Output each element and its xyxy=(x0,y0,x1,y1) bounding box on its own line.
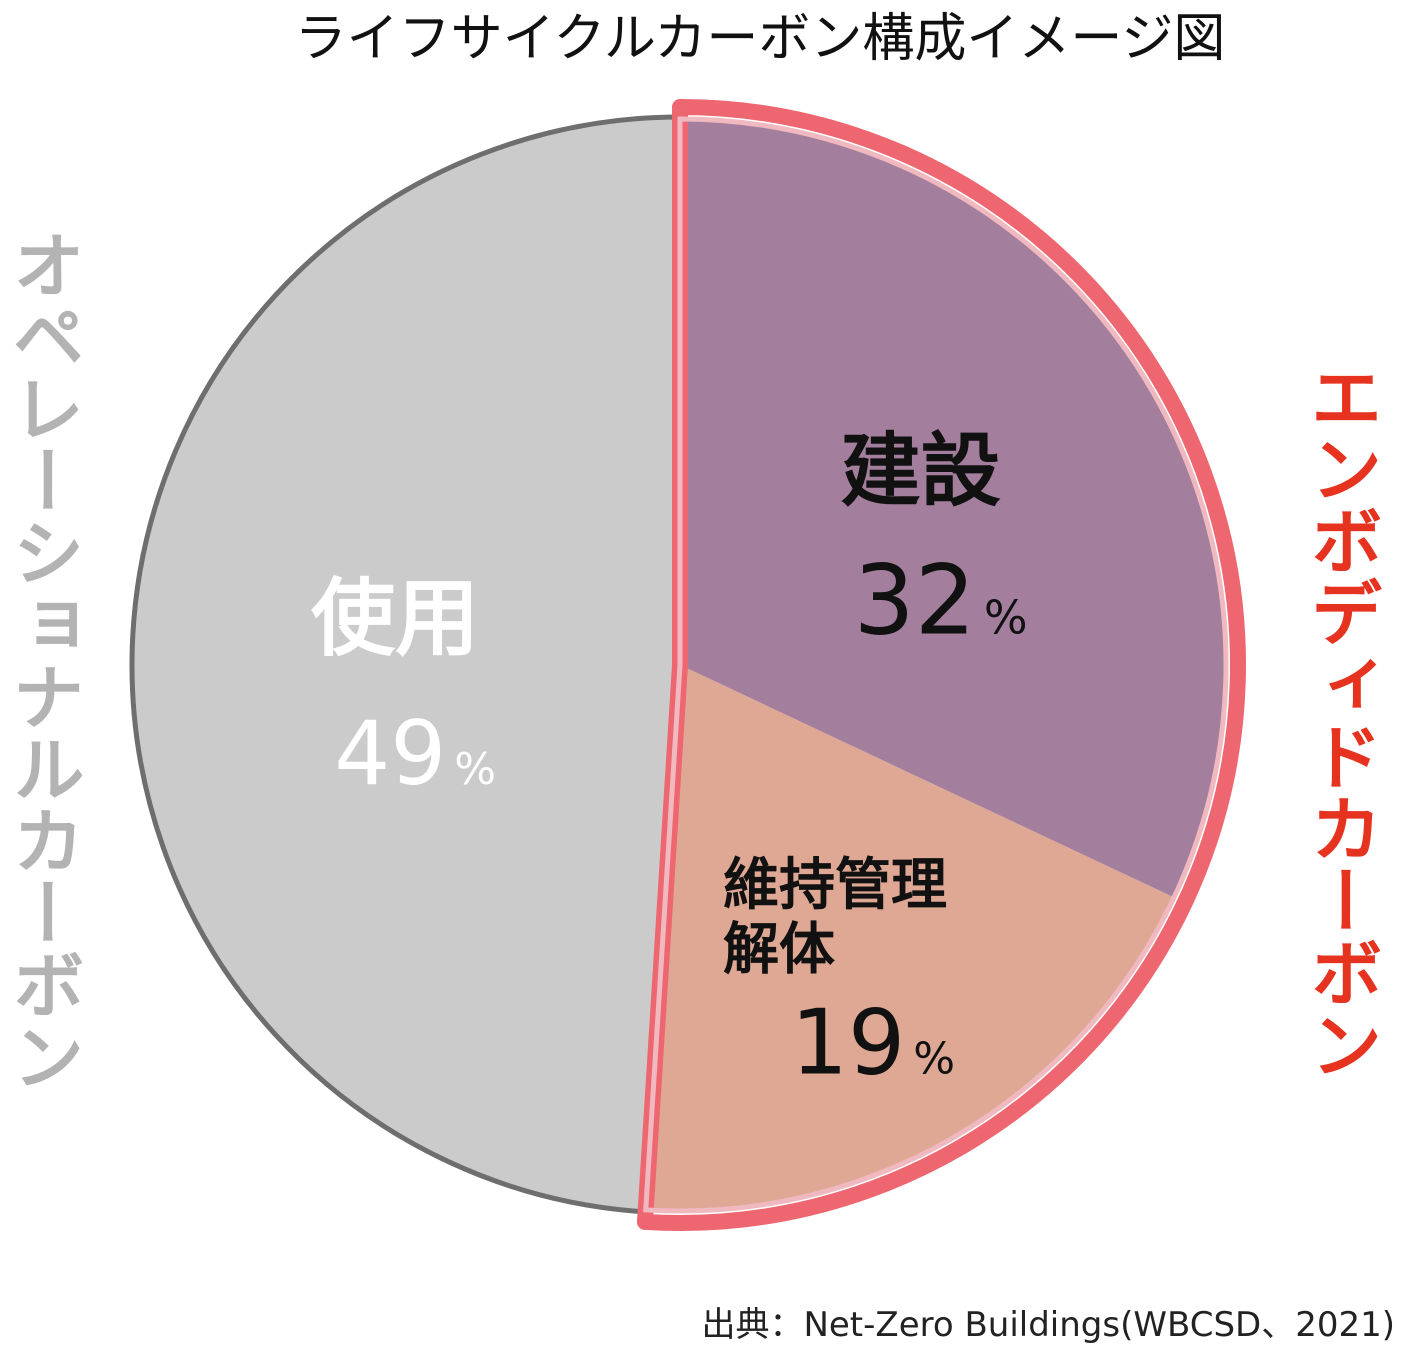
operational-carbon-label: オペレーショナルカーボン xyxy=(0,228,84,1092)
embodied-carbon-outline xyxy=(636,99,1246,1231)
slice-value-unit-maintenance: % xyxy=(913,1033,955,1084)
slice-value-number-use: 49 xyxy=(334,702,446,805)
slice-label-use: 使用 xyxy=(311,570,479,668)
slice-label-construction: 建設 xyxy=(841,424,1001,517)
pie-slice-maintenance xyxy=(645,665,1176,1213)
slice-label-maintenance-1: 維持管理 xyxy=(723,853,947,918)
slice-value-use: 49% xyxy=(334,702,496,805)
pie-slice-use xyxy=(129,114,683,1215)
slice-value-number-construction: 32 xyxy=(854,545,976,657)
slice-value-number-maintenance: 19 xyxy=(791,990,906,1095)
slice-value-maintenance: 19% xyxy=(791,990,955,1095)
slice-value-unit-construction: % xyxy=(984,591,1028,645)
chart-title: ライフサイクルカーボン構成イメージ図 xyxy=(295,9,1226,69)
pie-slice-construction xyxy=(680,117,1228,899)
embodied-carbon-inner-outline xyxy=(643,116,1229,1214)
slice-label-maintenance-2: 解体 xyxy=(723,917,835,982)
source-citation: 出典：Net-Zero Buildings(WBCSD、2021) xyxy=(701,1305,1395,1345)
slice-value-unit-use: % xyxy=(454,744,496,795)
embodied-carbon-label: エンボディドカーボン xyxy=(1298,360,1382,1080)
slice-value-construction: 32% xyxy=(854,545,1028,657)
